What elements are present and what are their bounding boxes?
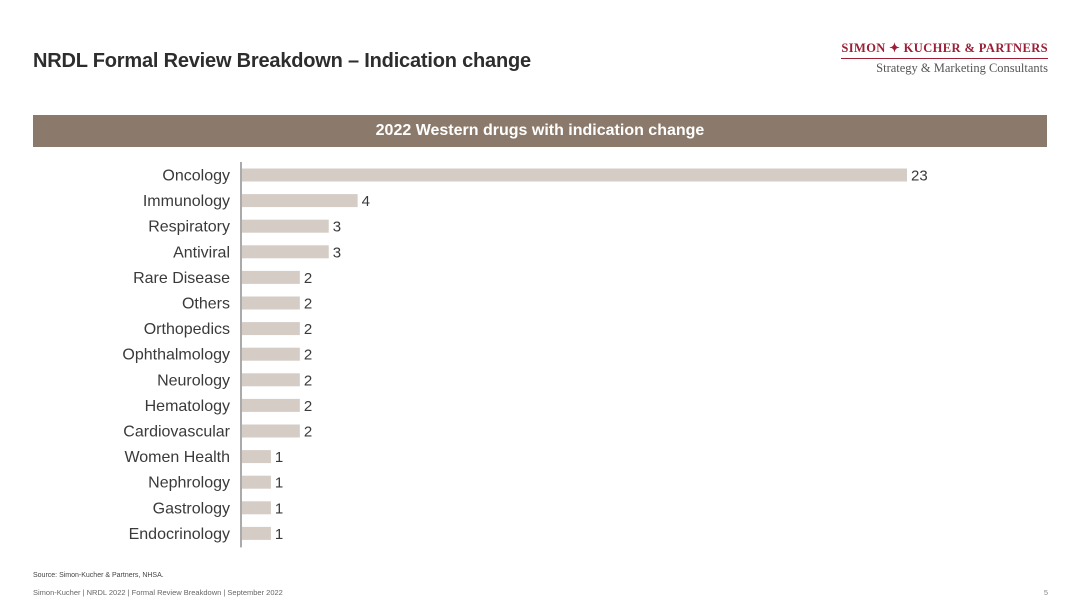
bar [242,501,271,515]
chart-title: 2022 Western drugs with indication chang… [375,122,705,139]
category-label: Others [182,296,230,313]
value-label: 1 [275,449,283,466]
category-label: Hematology [145,398,230,415]
category-label: Ophthalmology [122,347,230,364]
category-label: Oncology [162,168,230,185]
logo-name: SIMON ✦ KUCHER & PARTNERS [841,40,1048,59]
page-number: 5 [1043,588,1048,597]
value-label: 1 [275,500,283,517]
category-label: Antiviral [173,244,230,261]
value-label: 2 [304,347,312,364]
page-title: NRDL Formal Review Breakdown – Indicatio… [33,50,531,72]
bar [242,373,300,387]
category-label: Nephrology [148,475,230,492]
value-label: 2 [304,424,312,441]
value-label: 2 [304,372,312,389]
category-label: Orthopedics [144,321,230,338]
source-note: Source: Simon-Kucher & Partners, NHSA. [33,572,164,579]
bar [242,450,271,464]
value-label: 1 [275,475,283,492]
bar [242,270,300,284]
category-label: Neurology [157,372,230,389]
value-label: 3 [333,219,341,236]
bar [242,219,329,233]
category-label: Respiratory [148,219,230,236]
value-label: 2 [304,398,312,415]
value-label: 1 [275,526,283,543]
chart-title-banner: 2022 Western drugs with indication chang… [33,115,1047,147]
value-label: 23 [911,168,928,185]
bar [242,296,300,310]
value-label: 2 [304,270,312,287]
footer-text: Simon-Kucher | NRDL 2022 | Formal Review… [33,588,283,597]
bar [242,322,300,336]
company-logo: SIMON ✦ KUCHER & PARTNERS Strategy & Mar… [841,40,1048,76]
bar [242,398,300,412]
bar [242,245,329,259]
value-label: 2 [304,321,312,338]
category-label: Rare Disease [133,270,230,287]
category-label: Immunology [143,193,230,210]
bar [242,168,907,182]
bar [242,347,300,361]
category-label: Gastrology [153,500,230,517]
bar [242,526,271,540]
logo-tagline: Strategy & Marketing Consultants [876,61,1048,75]
value-label: 3 [333,244,341,261]
bar [242,475,271,489]
bar [242,194,358,208]
value-label: 2 [304,296,312,313]
category-label: Women Health [124,449,230,466]
category-label: Cardiovascular [123,424,230,441]
value-label: 4 [362,193,370,210]
bar [242,424,300,438]
category-label: Endocrinology [129,526,230,543]
